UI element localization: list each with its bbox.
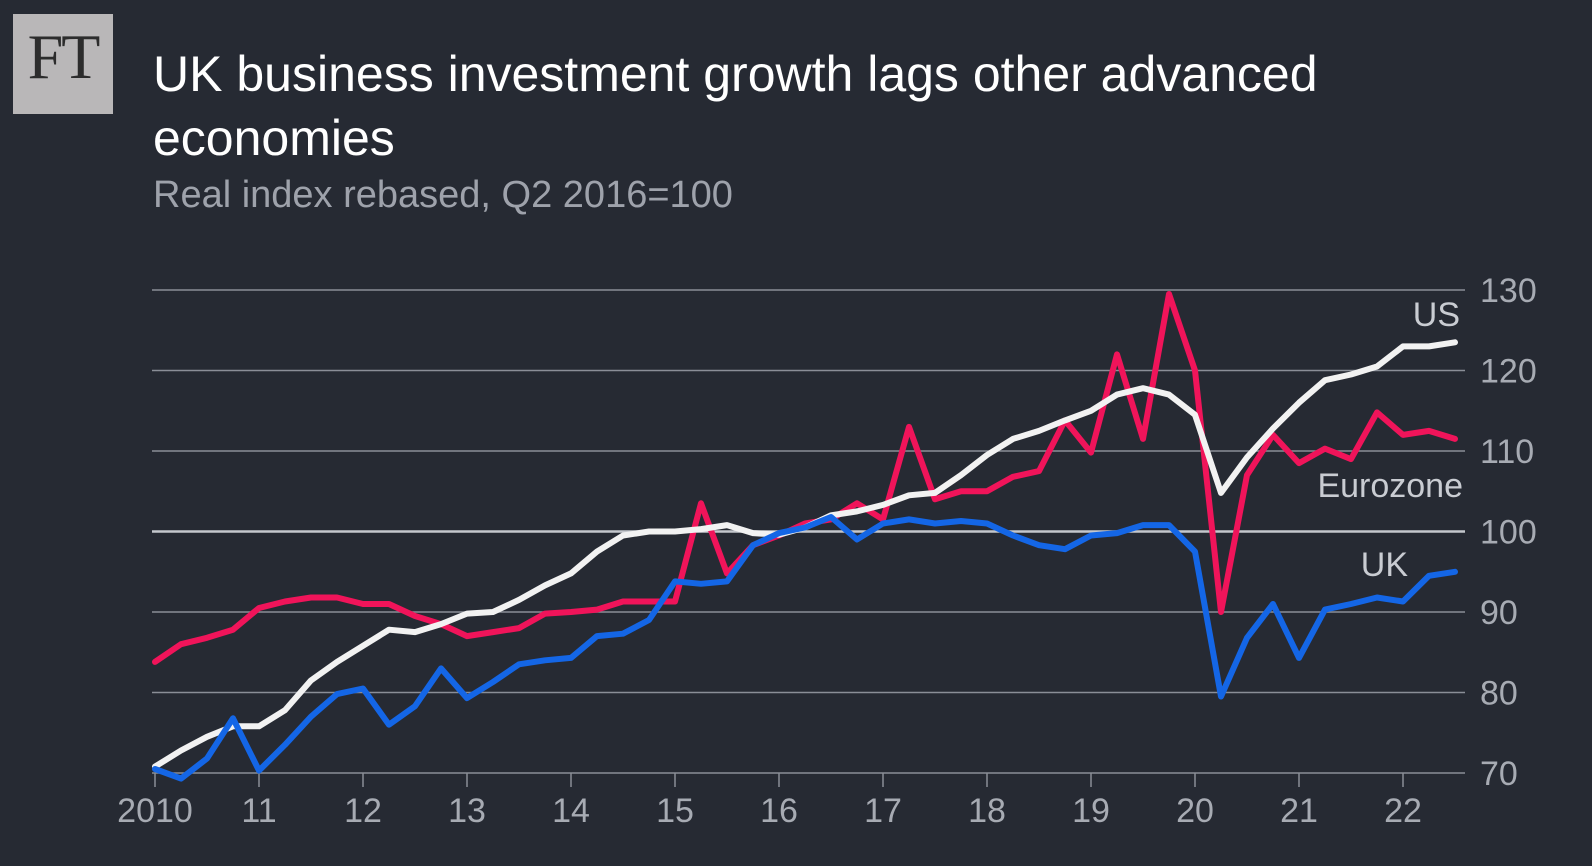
x-tick-label-21: 21 — [1280, 792, 1318, 830]
chart-subtitle: Real index rebased, Q2 2016=100 — [153, 174, 733, 216]
x-tick-label-14: 14 — [552, 792, 590, 830]
series-label-us: US — [1413, 296, 1460, 334]
series-label-uk: UK — [1361, 546, 1409, 584]
series-label-eurozone: Eurozone — [1317, 467, 1463, 505]
ft-logo-text: FT — [27, 21, 101, 92]
y-tick-label-80: 80 — [1480, 675, 1518, 713]
x-tick-label-11: 11 — [241, 792, 276, 830]
y-tick-label-100: 100 — [1480, 514, 1537, 552]
x-tick-label-13: 13 — [448, 792, 486, 830]
x-tick-label-17: 17 — [864, 792, 902, 830]
y-tick-label-130: 130 — [1480, 272, 1537, 310]
y-tick-label-70: 70 — [1480, 755, 1518, 793]
y-tick-label-110: 110 — [1480, 433, 1534, 471]
y-tick-label-90: 90 — [1480, 594, 1518, 632]
x-tick-label-2010: 2010 — [117, 792, 193, 830]
x-tick-label-16: 16 — [760, 792, 798, 830]
chart-title: UK business investment growth lags other… — [153, 46, 1318, 166]
series-line-eurozone — [152, 291, 1458, 665]
ft-logo: FT — [13, 14, 113, 114]
x-tick-label-15: 15 — [656, 792, 694, 830]
x-tick-label-20: 20 — [1176, 792, 1214, 830]
y-tick-label-120: 120 — [1480, 353, 1537, 391]
series-line-uk — [152, 514, 1458, 782]
x-tick-label-19: 19 — [1072, 792, 1110, 830]
x-tick-label-22: 22 — [1384, 792, 1422, 830]
series-line-us — [152, 339, 1458, 770]
x-tick-label-12: 12 — [344, 792, 382, 830]
x-tick-label-18: 18 — [968, 792, 1006, 830]
